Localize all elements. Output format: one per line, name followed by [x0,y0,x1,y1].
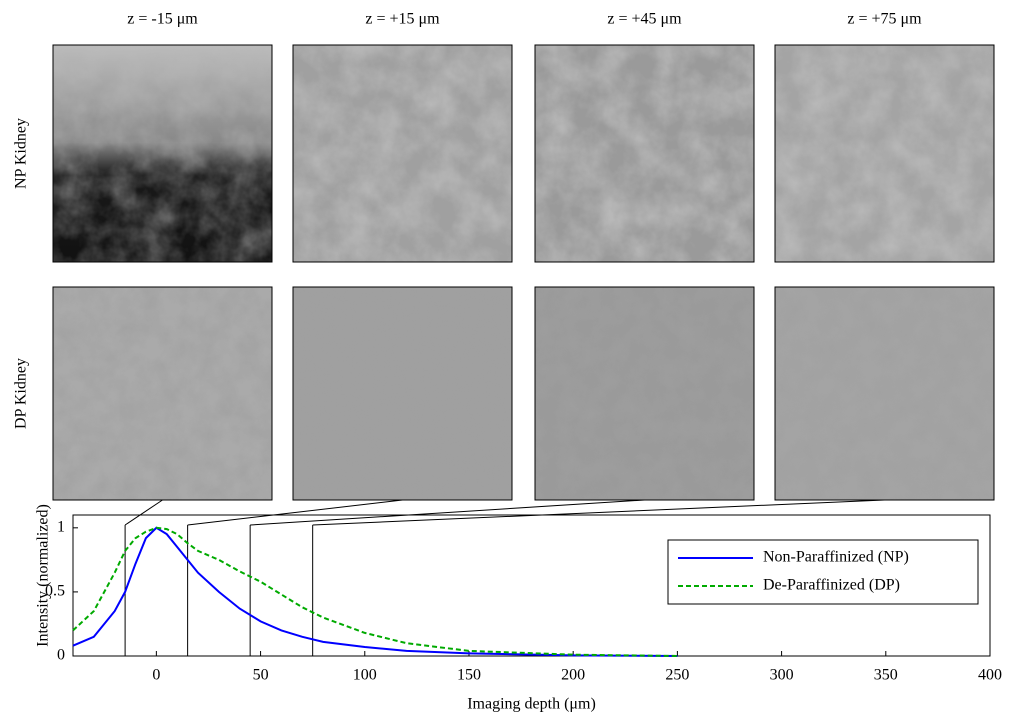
image-texture [535,45,754,262]
series-line [72,526,678,657]
x-tick-label: 0 [152,667,160,684]
x-tick-label: 200 [561,667,585,684]
connector [312,499,885,526]
image-texture [293,45,512,262]
row-label: DP Kidney [13,358,30,429]
connector [187,499,403,526]
column-label: z = +15 μm [365,11,440,28]
image-border [534,44,755,263]
x-axis-label: Imaging depth (μm) [467,696,596,713]
x-tick-label: 350 [874,667,898,684]
legend-box [667,539,979,605]
x-tick-label: 150 [457,667,481,684]
image-border [774,44,995,263]
legend-label: De-Paraffinized (DP) [763,577,900,594]
connector [124,499,163,526]
image-texture [53,287,272,500]
column-label: z = -15 μm [127,11,198,28]
line-chart: 0 50 100 150 200 250 300 350 400 0 0.5 1 Imaging dep… [35,504,1002,712]
image-texture [53,45,272,262]
image-texture [293,287,512,500]
image-border [292,44,513,263]
image-texture [775,45,994,262]
row-label: NP Kidney [13,118,30,189]
y-tick-label: 0.5 [45,583,65,600]
x-tick-label: 250 [665,667,689,684]
x-tick-label: 50 [253,667,269,684]
series-line [72,526,678,657]
column-label: z = +45 μm [607,11,682,28]
image-texture [775,287,994,500]
x-tick-label: 100 [353,667,377,684]
image-grid: z = -15 μm z = +15 μm z = +45 μm z = +75 μm… [13,11,995,501]
x-tick-label: 300 [770,667,794,684]
y-tick-label: 1 [57,518,65,535]
legend-label: Non-Paraffinized (NP) [763,549,909,566]
y-axis-label: Intensity (normalized) [35,504,52,647]
image-texture [535,287,754,500]
connector [250,499,645,526]
column-label: z = +75 μm [847,11,922,28]
y-tick-label: 0 [57,647,65,664]
x-tick-label: 400 [978,667,1002,684]
image-border [52,44,273,263]
